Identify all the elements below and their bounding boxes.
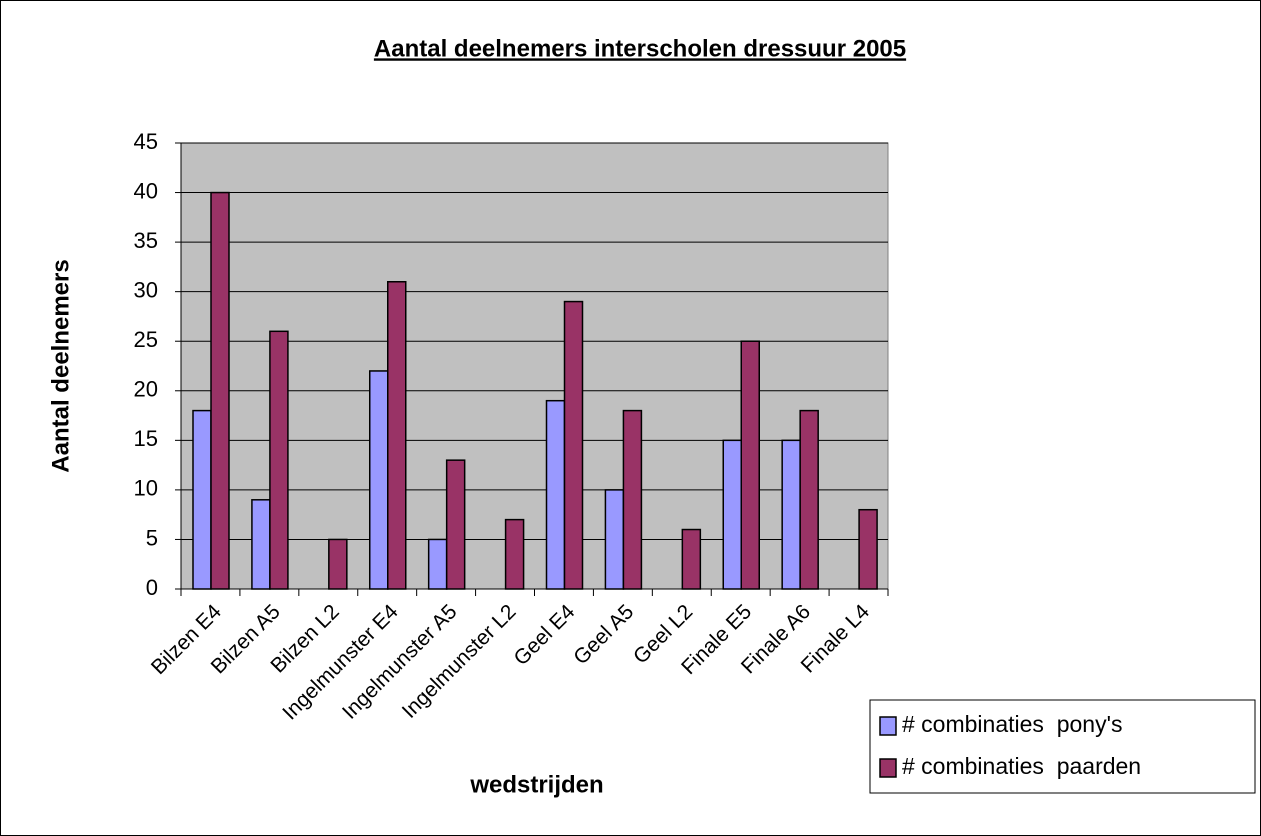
y-tick-label: 10 xyxy=(134,476,158,501)
bar xyxy=(799,409,819,590)
bar xyxy=(604,489,625,590)
legend-label: # combinaties pony's xyxy=(902,711,1122,737)
legend-swatch xyxy=(879,716,897,736)
bar xyxy=(858,508,878,590)
plot-area xyxy=(180,142,889,590)
bar xyxy=(369,370,389,590)
legend-label: # combinaties paarden xyxy=(902,753,1141,779)
y-tick-label: 20 xyxy=(134,377,158,402)
bar xyxy=(563,300,584,590)
bar xyxy=(427,538,448,590)
y-tick-label: 0 xyxy=(146,575,158,600)
bar xyxy=(504,518,525,590)
bar xyxy=(740,340,760,590)
y-axis-label: Aantal deelnemers xyxy=(47,259,74,472)
bar xyxy=(681,528,702,590)
bar xyxy=(387,281,407,590)
bar xyxy=(269,330,289,590)
y-tick-label: 15 xyxy=(134,426,158,451)
y-tick-label: 5 xyxy=(146,525,158,550)
legend-box xyxy=(869,699,1256,794)
bar xyxy=(192,409,212,590)
bar xyxy=(210,191,230,590)
legend-swatch xyxy=(879,758,897,778)
bar xyxy=(622,409,643,590)
y-tick-label: 25 xyxy=(134,327,158,352)
bar xyxy=(545,399,566,590)
bar xyxy=(781,439,801,590)
y-tick-label: 45 xyxy=(134,129,158,154)
chart-title: Aantal deelnemers interscholen dressuur … xyxy=(374,35,906,62)
y-tick-label: 35 xyxy=(134,228,158,253)
bar xyxy=(445,459,466,590)
bar xyxy=(251,499,271,590)
bar xyxy=(328,538,348,590)
y-tick-label: 30 xyxy=(134,277,158,302)
bar xyxy=(722,439,742,590)
x-axis-label: wedstrijden xyxy=(469,771,603,798)
y-tick-label: 40 xyxy=(134,178,158,203)
